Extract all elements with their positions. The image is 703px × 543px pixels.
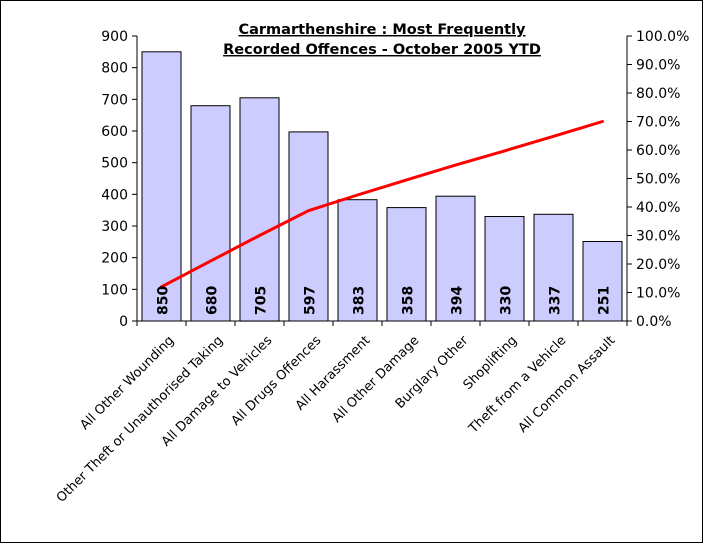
x-tick-label: All Other Damage bbox=[330, 333, 423, 426]
y2-tick-label: 0.0% bbox=[636, 314, 672, 330]
y2-tick-label: 70.0% bbox=[636, 115, 680, 131]
data-label: 383 bbox=[352, 286, 368, 315]
cumulative-line bbox=[160, 120, 604, 289]
bar bbox=[190, 105, 231, 322]
y-tick-label: 300 bbox=[101, 219, 128, 235]
y2-tick-label: 90.0% bbox=[636, 58, 680, 74]
x-tick-label: All Other Wounding bbox=[77, 333, 177, 433]
bar bbox=[337, 199, 378, 322]
data-label: 705 bbox=[254, 286, 270, 315]
data-labels: 850 680 705 597 383 358 394 330 337 251 bbox=[156, 286, 613, 315]
bar bbox=[582, 241, 623, 322]
chart-title-line-2: Recorded Offences - October 2005 YTD bbox=[223, 42, 541, 58]
data-label: 680 bbox=[205, 286, 221, 315]
x-tick-label: All Common Assault bbox=[516, 333, 619, 436]
bar bbox=[533, 213, 574, 322]
data-label: 251 bbox=[597, 286, 613, 315]
data-label: 394 bbox=[450, 286, 466, 315]
bar-series bbox=[141, 51, 623, 322]
y2-tick-label: 40.0% bbox=[636, 200, 680, 216]
y-tick-label: 900 bbox=[101, 29, 128, 45]
y2-tick-label: 60.0% bbox=[636, 143, 680, 159]
bar bbox=[435, 195, 476, 322]
y2-tick-label: 80.0% bbox=[636, 86, 680, 102]
y2-tick-label: 20.0% bbox=[636, 257, 680, 273]
y2-tick-label: 10.0% bbox=[636, 286, 680, 302]
x-tick-label: Theft from a Vehicle bbox=[466, 333, 570, 437]
y-tick-label: 200 bbox=[101, 251, 128, 267]
bar bbox=[141, 51, 182, 322]
y-tick-label: 100 bbox=[101, 282, 128, 298]
data-label: 358 bbox=[401, 286, 417, 315]
chart-title-line-1: Carmarthenshire : Most Frequently bbox=[238, 22, 526, 38]
data-label: 850 bbox=[156, 286, 172, 315]
data-label: 337 bbox=[548, 286, 564, 315]
data-label: 330 bbox=[499, 286, 515, 315]
y2-tick-label: 50.0% bbox=[636, 172, 680, 188]
y-tick-label: 500 bbox=[101, 156, 128, 172]
chart-title: Carmarthenshire : Most Frequently Record… bbox=[223, 22, 541, 58]
y-tick-label: 400 bbox=[101, 187, 128, 203]
data-label: 597 bbox=[303, 286, 319, 315]
y2-tick-label: 30.0% bbox=[636, 229, 680, 245]
y2-tick-label: 100.0% bbox=[636, 29, 689, 45]
cumulative-line-series bbox=[160, 120, 604, 289]
y-tick-label: 700 bbox=[101, 92, 128, 108]
y-tick-label: 0 bbox=[119, 314, 128, 330]
bar bbox=[239, 97, 280, 322]
y-tick-label: 600 bbox=[101, 124, 128, 140]
x-tick-label: All Drugs Offences bbox=[229, 333, 325, 429]
y-tick-label: 800 bbox=[101, 61, 128, 77]
